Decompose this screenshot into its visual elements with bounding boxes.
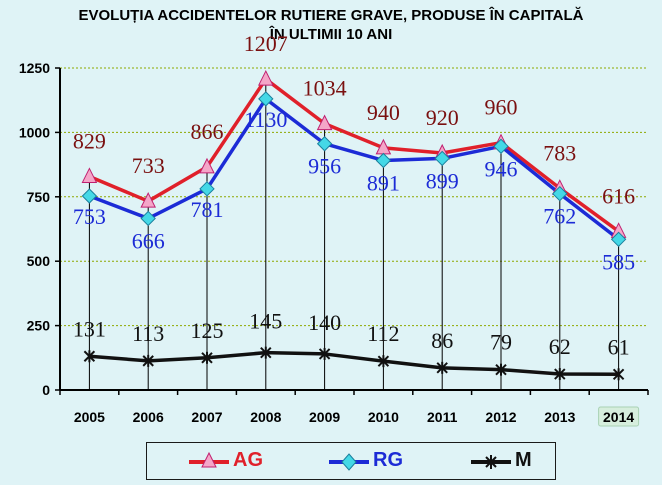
data-label-ag: 783 — [543, 140, 576, 165]
point-rg — [140, 210, 156, 227]
data-label-ag: 733 — [132, 153, 165, 178]
legend-item-m: M — [469, 447, 549, 475]
data-label-m: 61 — [608, 334, 630, 359]
data-label-rg: 762 — [543, 204, 576, 229]
point-rg — [493, 138, 509, 155]
data-label-m: 86 — [431, 328, 453, 353]
data-label-ag: 866 — [191, 119, 224, 144]
legend-label-rg: RG — [373, 449, 403, 471]
line-chart: 0 250 500 750 1000 1250 2005 2006 2007 2008 2009 20… — [19, 31, 649, 427]
data-label-m: 131 — [73, 316, 106, 341]
point-rg — [552, 186, 568, 202]
legend-swatch-ag — [189, 451, 229, 468]
data-label-rg: 956 — [308, 154, 341, 179]
point-ag — [316, 114, 333, 131]
y-tick-label: 1250 — [19, 60, 50, 76]
point-ag — [81, 167, 98, 183]
legend-swatch-m — [471, 455, 511, 469]
point-rg — [610, 231, 627, 248]
point-m — [495, 363, 507, 376]
point-m — [260, 346, 272, 359]
point-rg — [316, 136, 333, 152]
x-tick-label: 2006 — [133, 409, 164, 425]
y-tick-label: 250 — [27, 318, 51, 334]
legend: AG RG M — [146, 442, 556, 480]
legend-item-rg: RG — [327, 447, 427, 475]
point-m — [554, 368, 566, 381]
x-tick-label: 2013 — [544, 409, 575, 425]
data-label-ag: 940 — [367, 100, 400, 125]
y-tick-label: 750 — [27, 189, 51, 205]
data-label-ag: 829 — [73, 128, 106, 153]
x-tick-highlight — [598, 406, 640, 427]
series-line-rg — [88, 97, 620, 241]
legend-swatch-rg — [329, 453, 369, 471]
point-m — [142, 354, 154, 367]
point-ag — [199, 157, 215, 174]
series-line-m — [89, 350, 619, 377]
data-label-rg: 781 — [191, 197, 224, 222]
point-rg — [258, 91, 274, 107]
point-rg — [434, 150, 450, 167]
data-label-rg: 1130 — [244, 107, 287, 132]
point-rg — [199, 181, 215, 197]
point-m — [377, 355, 390, 368]
data-label-ag: 616 — [602, 183, 635, 208]
point-rg — [375, 152, 392, 169]
x-tick-label: 2007 — [191, 409, 222, 425]
x-tick-label: 2009 — [309, 409, 340, 425]
data-label-m: 62 — [549, 334, 571, 359]
data-label-m: 112 — [367, 321, 399, 346]
point-rg — [81, 188, 98, 204]
data-label-m: 113 — [132, 321, 164, 346]
x-tick-label: 2014 — [603, 409, 634, 425]
point-m — [201, 351, 213, 364]
x-tick-label: 2010 — [368, 409, 399, 425]
x-tick-label: 2005 — [74, 409, 105, 425]
x-tick-label: 2008 — [250, 409, 281, 425]
legend-label-ag: AG — [233, 449, 263, 471]
point-m — [436, 361, 448, 374]
point-m — [612, 368, 625, 381]
data-label-ag: 920 — [426, 105, 459, 130]
data-label-m: 79 — [490, 330, 512, 355]
data-label-m: 145 — [249, 309, 282, 334]
point-ag — [257, 69, 274, 86]
point-m — [83, 350, 96, 363]
data-label-rg: 891 — [367, 170, 400, 195]
y-tick-label: 0 — [42, 382, 50, 398]
data-label-ag: 1034 — [303, 76, 347, 101]
chart-title-block: EVOLUȚIA ACCIDENTELOR RUTIERE GRAVE, PRO… — [0, 6, 662, 44]
data-label-rg: 666 — [132, 228, 165, 253]
x-tick-label: 2012 — [485, 409, 516, 425]
chart-subtitle: ÎN ULTIMII 10 ANI — [269, 26, 393, 43]
data-label-rg: 585 — [602, 249, 635, 274]
series-line-ag — [88, 77, 620, 233]
y-tick-label: 500 — [27, 253, 51, 269]
data-label-m: 125 — [191, 318, 224, 343]
x-tick-label: 2011 — [427, 409, 458, 425]
chart-title: EVOLUȚIA ACCIDENTELOR RUTIERE GRAVE, PRO… — [78, 7, 584, 24]
data-label-ag: 960 — [485, 95, 518, 120]
point-m — [318, 347, 331, 360]
point-ag — [140, 192, 157, 208]
data-label-ag: 1207 — [244, 31, 288, 56]
data-label-rg: 899 — [426, 168, 459, 193]
plot-area — [60, 68, 648, 390]
data-label-rg: 946 — [485, 156, 518, 181]
y-tick-label: 1000 — [19, 124, 50, 140]
legend-item-ag: AG — [187, 447, 287, 475]
legend-label-m: M — [515, 449, 532, 471]
data-label-rg: 753 — [73, 204, 106, 229]
data-label-m: 140 — [308, 310, 341, 335]
